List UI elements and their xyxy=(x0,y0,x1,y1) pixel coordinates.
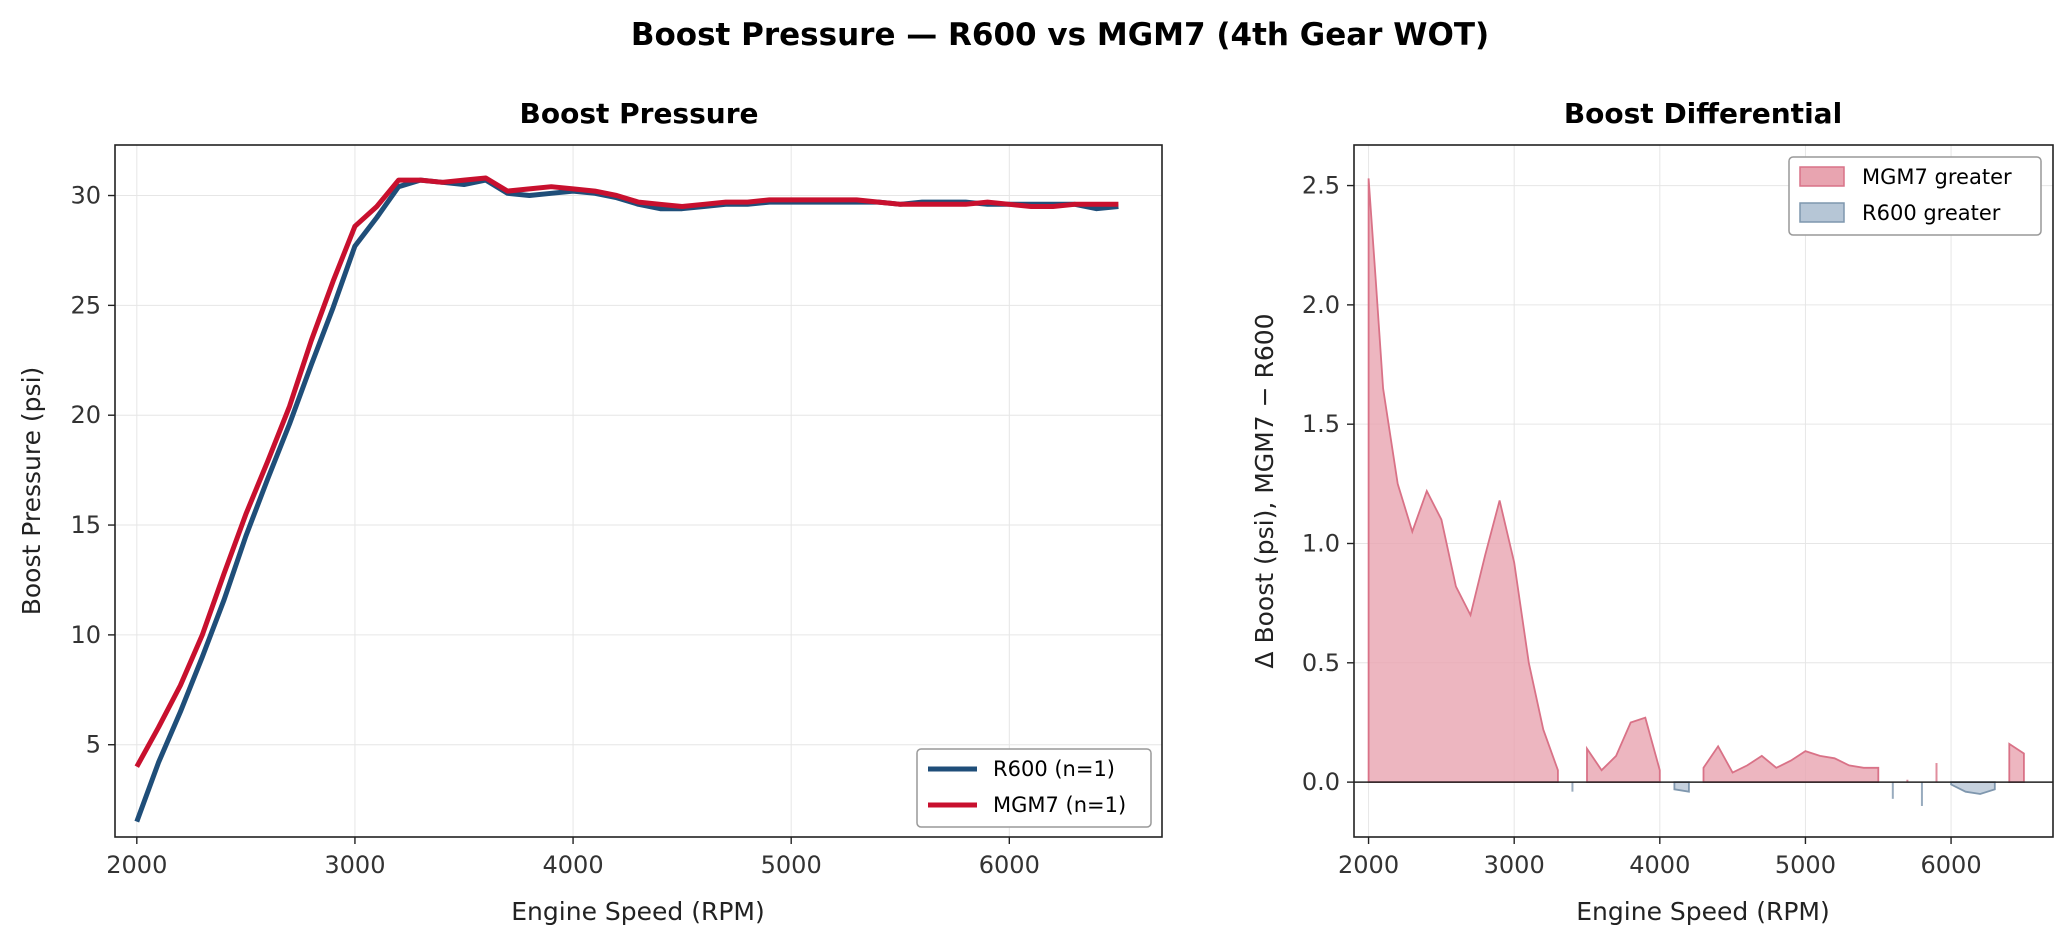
mgm7-greater-area xyxy=(1586,716,1661,783)
r600-greater-area xyxy=(1950,781,1996,795)
left-ytick-label: 30 xyxy=(70,182,101,210)
left-x-axis-label: Engine Speed (RPM) xyxy=(511,897,764,926)
left-xtick-label: 5000 xyxy=(761,851,822,879)
left-ytick-label: 10 xyxy=(70,621,101,649)
boost-differential-panel: Boost Differential 2000 3000 4000 5000 6000 0… xyxy=(1250,97,2054,926)
series-line-mgm7 xyxy=(134,175,1119,768)
boost-pressure-panel: Boost Pressure 2000 3000 4000 5000 6000 5 10 15… xyxy=(17,97,1163,926)
legend-swatch-mgm7-greater xyxy=(1799,166,1845,187)
left-xtick-label: 2000 xyxy=(106,851,167,879)
left-ytick-label: 25 xyxy=(70,291,101,319)
left-ytick-label: 15 xyxy=(70,511,101,539)
right-ticks: 2000 3000 4000 5000 6000 0.0 0.5 1.0 1.5 2.0 2.5 xyxy=(1302,172,1982,879)
legend-label-mgm7: MGM7 (n=1) xyxy=(993,793,1126,817)
left-y-axis-label: Boost Pressure (psi) xyxy=(17,367,46,616)
left-ytick-label: 5 xyxy=(86,731,101,759)
legend-label-r600: R600 (n=1) xyxy=(993,757,1115,781)
left-axes-frame xyxy=(114,144,1163,838)
left-ticks: 2000 3000 4000 5000 6000 5 10 15 20 25 30 xyxy=(70,182,1039,879)
left-xtick-label: 6000 xyxy=(979,851,1040,879)
left-ytick-label: 20 xyxy=(70,401,101,429)
right-ytick-label: 0.5 xyxy=(1302,649,1340,677)
left-panel-title: Boost Pressure xyxy=(520,97,759,130)
right-ytick-label: 2.5 xyxy=(1302,172,1340,200)
left-xtick-label: 3000 xyxy=(324,851,385,879)
mgm7-greater-area xyxy=(2008,742,2025,783)
right-legend-box xyxy=(1788,156,2042,236)
legend-label-r600-greater: R600 greater xyxy=(1862,201,2001,225)
right-legend: MGM7 greater R600 greater xyxy=(1788,156,2042,236)
left-plot-area xyxy=(134,175,1119,823)
legend-swatch-r600-greater xyxy=(1799,202,1845,223)
series-line-r600 xyxy=(134,177,1119,823)
right-panel-title: Boost Differential xyxy=(1564,97,1842,130)
right-ytick-label: 0.0 xyxy=(1302,768,1340,796)
right-axes-frame xyxy=(1353,144,2054,838)
left-xtick-label: 4000 xyxy=(543,851,604,879)
right-ytick-label: 1.5 xyxy=(1302,410,1340,438)
right-xtick-label: 3000 xyxy=(1484,851,1545,879)
right-xtick-label: 4000 xyxy=(1629,851,1690,879)
mgm7-greater-area xyxy=(1702,744,1880,783)
left-grid xyxy=(115,145,1162,837)
right-xtick-label: 6000 xyxy=(1921,851,1982,879)
mgm7-greater-area xyxy=(1367,178,1559,783)
right-plot-area xyxy=(1354,178,2053,806)
right-ytick-label: 1.0 xyxy=(1302,529,1340,557)
right-xtick-label: 2000 xyxy=(1338,851,1399,879)
figure-title: Boost Pressure — R600 vs MGM7 (4th Gear … xyxy=(631,17,1489,53)
right-xtick-label: 5000 xyxy=(1775,851,1836,879)
left-legend: R600 (n=1) MGM7 (n=1) xyxy=(916,748,1152,828)
right-ytick-label: 2.0 xyxy=(1302,291,1340,319)
r600-greater-area xyxy=(1673,781,1690,793)
legend-label-mgm7-greater: MGM7 greater xyxy=(1862,165,2012,189)
right-x-axis-label: Engine Speed (RPM) xyxy=(1576,897,1829,926)
right-y-axis-label: Δ Boost (psi), MGM7 − R600 xyxy=(1250,313,1279,668)
